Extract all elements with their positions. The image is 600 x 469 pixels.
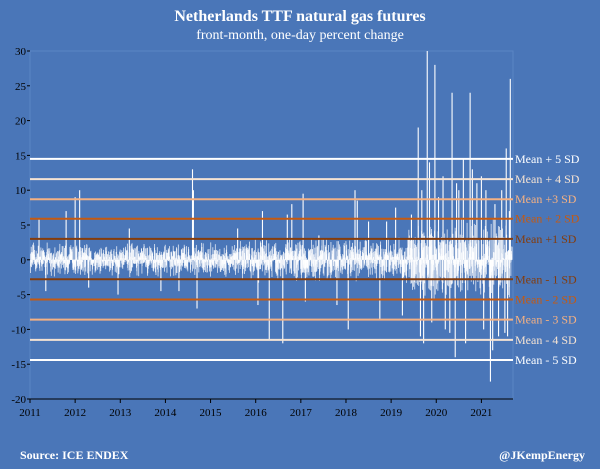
y-tick-label: 0 — [21, 255, 27, 267]
reference-label: Mean + 2 SD — [515, 212, 580, 226]
x-tick-label: 2017 — [290, 407, 313, 419]
y-tick-label: -15 — [11, 359, 26, 371]
reference-label: Mean - 2 SD — [515, 292, 577, 306]
y-tick-label: -10 — [11, 324, 26, 336]
x-tick-label: 2020 — [425, 407, 448, 419]
reference-label: Mean - 5 SD — [515, 353, 577, 367]
reference-label: Mean + 5 SD — [515, 152, 580, 166]
y-tick-label: 5 — [21, 220, 27, 232]
reference-label: Mean + 4 SD — [515, 172, 580, 186]
x-tick-label: 2016 — [245, 407, 268, 419]
chart-subtitle: front-month, one-day percent change — [196, 28, 404, 43]
reference-label: Mean +3 SD — [515, 192, 577, 206]
series-layer — [30, 51, 513, 382]
reference-label: Mean - 4 SD — [515, 333, 577, 347]
reference-lines: Mean + 5 SD Mean + 4 SD Mean +3 SD Mean + 2… — [30, 152, 580, 367]
x-tick-label: 2019 — [380, 407, 403, 419]
reference-label: Mean - 1 SD — [515, 272, 577, 286]
y-tick-label: 25 — [15, 81, 27, 93]
y-tick-label: 10 — [15, 185, 27, 197]
x-tick-label: 2013 — [109, 407, 132, 419]
y-tick-label: 30 — [15, 46, 27, 58]
source-note: Source: ICE ENDEX — [20, 448, 129, 462]
y-tick-label: 20 — [15, 116, 27, 128]
axes: -20 -15 -10 -5 0 5 10 15 20 25 30 2011 2012 2013 2014 2… — [11, 46, 513, 419]
credit-note: @JKempEnergy — [499, 448, 585, 462]
y-tick-label: -5 — [17, 290, 27, 302]
y-tick-label: 15 — [15, 150, 27, 162]
chart-title: Netherlands TTF natural gas futures — [174, 8, 425, 25]
daily-moves — [30, 219, 513, 299]
x-tick-label: 2011 — [19, 407, 41, 419]
x-tick-label: 2014 — [154, 407, 177, 419]
reference-label: Mean +1 SD — [515, 232, 577, 246]
y-tick-label: -20 — [11, 394, 26, 406]
reference-label: Mean - 3 SD — [515, 313, 577, 327]
x-tick-label: 2015 — [200, 407, 223, 419]
x-tick-label: 2018 — [335, 407, 358, 419]
x-tick-label: 2021 — [470, 407, 492, 419]
x-tick-label: 2012 — [64, 407, 86, 419]
